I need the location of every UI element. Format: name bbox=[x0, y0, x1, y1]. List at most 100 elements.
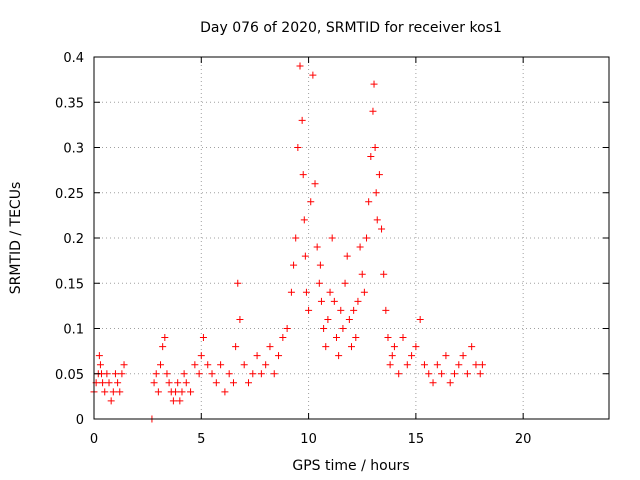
grid-lines bbox=[94, 57, 609, 419]
data-point bbox=[382, 306, 390, 314]
data-point bbox=[339, 325, 347, 332]
y-tick-label: 0.4 bbox=[63, 51, 84, 66]
data-point bbox=[204, 361, 212, 369]
data-point bbox=[332, 334, 340, 342]
data-point bbox=[322, 343, 330, 351]
y-tick-label: 0.25 bbox=[55, 187, 84, 202]
x-axis-label: GPS time / hours bbox=[292, 458, 409, 474]
data-point bbox=[429, 379, 437, 387]
data-point bbox=[257, 370, 265, 378]
data-point bbox=[420, 361, 428, 369]
data-point bbox=[438, 370, 446, 378]
y-tick-label: 0.1 bbox=[63, 323, 84, 338]
data-point bbox=[360, 288, 368, 296]
data-point bbox=[234, 279, 242, 287]
data-point bbox=[341, 279, 349, 287]
data-point bbox=[356, 243, 364, 251]
data-point bbox=[245, 379, 252, 387]
data-point bbox=[120, 361, 128, 369]
data-point bbox=[472, 361, 480, 369]
data-point bbox=[116, 388, 124, 396]
data-point bbox=[299, 171, 307, 179]
x-tick-label: 10 bbox=[300, 432, 317, 447]
data-point bbox=[378, 225, 386, 233]
data-point bbox=[386, 361, 394, 369]
data-point bbox=[236, 315, 244, 323]
axis-ticks bbox=[93, 56, 609, 420]
data-point bbox=[229, 379, 237, 387]
data-point bbox=[159, 343, 167, 351]
data-point bbox=[217, 361, 225, 369]
data-point bbox=[208, 370, 216, 378]
data-point bbox=[283, 325, 291, 332]
data-point bbox=[212, 379, 220, 387]
data-point bbox=[395, 370, 403, 378]
data-point bbox=[270, 370, 278, 378]
data-point bbox=[330, 297, 338, 305]
y-tick-label: 0.15 bbox=[55, 277, 84, 292]
y-tick-label: 0.3 bbox=[63, 142, 84, 157]
data-point bbox=[275, 352, 283, 360]
data-point bbox=[451, 370, 458, 378]
data-point bbox=[169, 397, 177, 405]
data-point bbox=[165, 379, 173, 387]
data-point bbox=[176, 397, 184, 405]
data-point bbox=[365, 198, 373, 206]
data-point bbox=[309, 71, 317, 79]
data-point bbox=[363, 234, 371, 242]
data-point bbox=[416, 315, 424, 323]
data-point bbox=[390, 343, 398, 351]
data-point bbox=[320, 325, 328, 332]
y-tick-label: 0 bbox=[76, 413, 84, 428]
data-point bbox=[369, 107, 377, 115]
data-point bbox=[463, 370, 471, 378]
data-point bbox=[240, 361, 248, 369]
data-point bbox=[178, 388, 186, 396]
x-tick-label: 20 bbox=[515, 432, 532, 447]
data-point bbox=[403, 361, 411, 369]
data-point bbox=[324, 315, 332, 323]
x-tick-labels: 0 5 10 15 20 bbox=[90, 432, 532, 447]
data-point bbox=[182, 379, 190, 387]
data-point bbox=[412, 343, 420, 351]
data-point bbox=[446, 379, 454, 387]
data-point bbox=[172, 388, 180, 396]
data-point bbox=[358, 270, 366, 278]
data-point bbox=[425, 370, 433, 378]
data-point bbox=[328, 234, 336, 242]
data-point bbox=[375, 171, 383, 179]
data-point bbox=[372, 189, 380, 197]
data-point bbox=[345, 315, 353, 323]
y-tick-labels: 0 0.05 0.1 0.15 0.2 0.25 0.3 0.35 0.4 bbox=[55, 51, 84, 428]
y-tick-label: 0.05 bbox=[55, 368, 84, 383]
data-point bbox=[232, 343, 240, 351]
data-point bbox=[305, 306, 313, 314]
data-point bbox=[290, 261, 298, 269]
data-point bbox=[105, 379, 113, 387]
data-point bbox=[354, 297, 362, 305]
data-point bbox=[459, 352, 467, 360]
data-point bbox=[455, 361, 463, 369]
data-point bbox=[317, 297, 325, 305]
data-point bbox=[343, 252, 351, 260]
data-point bbox=[197, 352, 205, 360]
data-point bbox=[266, 343, 274, 351]
data-point bbox=[249, 370, 257, 378]
data-point bbox=[152, 370, 160, 378]
data-point bbox=[174, 379, 182, 387]
data-point bbox=[316, 261, 324, 269]
data-point bbox=[157, 361, 165, 369]
data-point bbox=[311, 180, 319, 188]
x-tick-label: 0 bbox=[90, 432, 98, 447]
x-tick-label: 5 bbox=[197, 432, 205, 447]
data-point bbox=[399, 334, 407, 342]
data-point bbox=[337, 306, 345, 314]
data-point bbox=[300, 216, 308, 224]
data-point bbox=[225, 370, 233, 378]
data-point bbox=[408, 352, 416, 360]
data-point bbox=[101, 388, 109, 396]
y-tick-label: 0.2 bbox=[63, 232, 84, 247]
chart-title: Day 076 of 2020, SRMTID for receiver kos… bbox=[200, 20, 502, 36]
